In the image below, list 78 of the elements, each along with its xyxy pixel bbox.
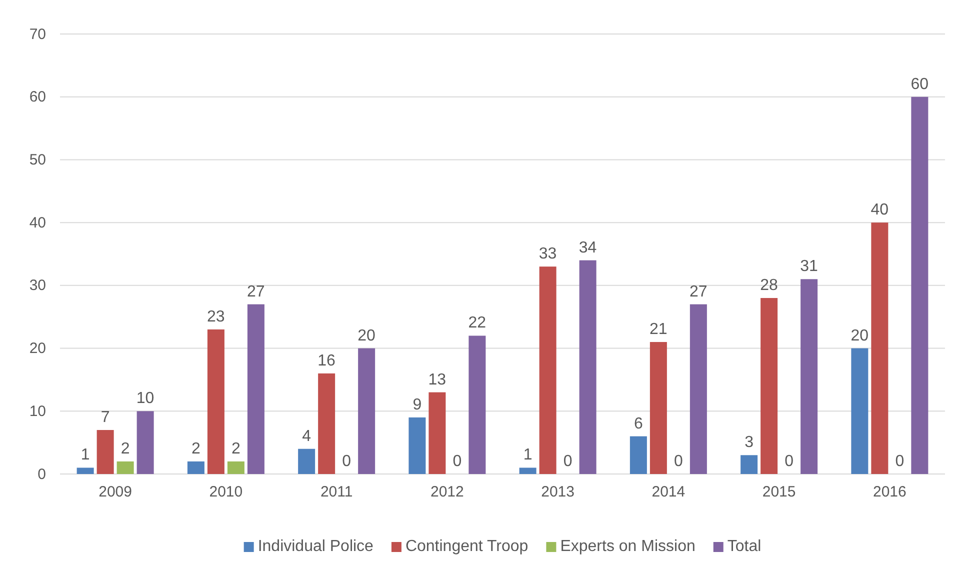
y-tick-label: 10: [29, 402, 46, 420]
x-tick-label: 2010: [209, 484, 243, 501]
bar: [519, 468, 536, 474]
bar: [207, 329, 224, 474]
y-tick-label: 70: [29, 26, 46, 43]
data-label: 23: [207, 308, 225, 326]
data-label: 13: [428, 371, 446, 388]
legend-label: Individual Police: [258, 538, 374, 555]
bar: [760, 298, 778, 474]
data-label: 0: [895, 453, 904, 470]
bar: [911, 96, 928, 474]
bar: [116, 461, 134, 474]
data-label: 6: [634, 415, 643, 432]
data-label: 7: [100, 409, 110, 426]
data-label: 2: [120, 440, 130, 458]
bar: [298, 448, 316, 474]
data-label: 0: [674, 453, 683, 470]
data-label: 28: [760, 277, 778, 294]
bar: [800, 279, 818, 474]
data-label: 22: [468, 314, 486, 332]
data-label: 4: [302, 428, 312, 445]
bar: [539, 266, 556, 474]
data-label: 20: [850, 327, 869, 344]
bar: [630, 436, 647, 474]
data-label: 3: [744, 434, 754, 452]
bar: [690, 304, 707, 474]
x-tick-label: 2014: [652, 484, 686, 501]
data-label: 27: [247, 283, 265, 300]
bar: [76, 468, 94, 474]
y-tick-label: 50: [29, 152, 46, 169]
data-label: 31: [800, 258, 818, 276]
x-tick-label: 2009: [98, 484, 132, 501]
data-label: 10: [136, 390, 154, 408]
data-label: 34: [578, 239, 597, 256]
legend-label: Contingent Troop: [405, 538, 528, 555]
data-label: 0: [452, 453, 462, 470]
bar: [358, 348, 376, 474]
data-label: 2: [191, 440, 200, 458]
y-tick-label: 20: [29, 340, 46, 358]
bar: [428, 392, 446, 474]
bar: [579, 260, 596, 474]
bar: [227, 461, 244, 474]
bar: [871, 222, 888, 474]
y-tick-label: 40: [29, 214, 46, 232]
y-tick-label: 30: [29, 277, 46, 294]
bar: [318, 373, 336, 474]
bar: [851, 348, 868, 474]
legend-label: Experts on Mission: [560, 538, 696, 555]
bar: [247, 304, 264, 474]
data-label: 20: [358, 327, 376, 344]
x-tick-label: 2011: [320, 484, 353, 501]
bar: [740, 455, 758, 474]
data-label: 27: [690, 283, 708, 300]
legend-label: Total: [727, 538, 762, 555]
bar: [468, 336, 486, 474]
data-label: 9: [412, 396, 422, 414]
bar: [187, 461, 204, 474]
data-label: 2: [231, 440, 240, 458]
bar: [650, 342, 667, 474]
data-label: 0: [342, 453, 352, 470]
data-label: 60: [910, 76, 929, 93]
bar: [136, 411, 154, 474]
data-label: 1: [80, 446, 90, 464]
data-label: 33: [538, 246, 557, 263]
x-tick-label: 2016: [873, 484, 906, 501]
x-tick-label: 2015: [762, 484, 796, 501]
bar: [408, 417, 426, 474]
y-tick-label: 60: [29, 88, 46, 106]
data-label: 1: [523, 446, 532, 464]
y-tick-label: 0: [38, 466, 46, 483]
data-label: 0: [563, 453, 572, 470]
x-tick-label: 2012: [430, 484, 464, 501]
x-tick-label: 2013: [541, 484, 574, 501]
data-label: 0: [784, 453, 794, 470]
data-label: 40: [870, 202, 889, 219]
bar: [96, 430, 114, 474]
data-label: 21: [650, 321, 668, 338]
data-label: 16: [318, 352, 336, 370]
